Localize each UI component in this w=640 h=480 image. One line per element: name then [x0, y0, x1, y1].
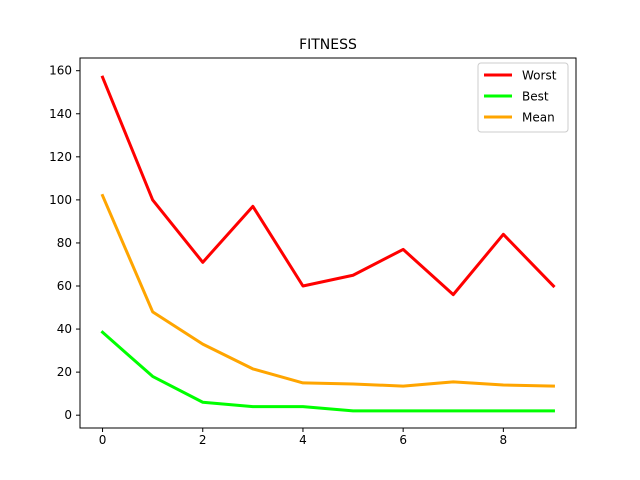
x-tick-label: 0 [99, 433, 107, 447]
series-line-worst [100, 75, 556, 297]
legend-label-best: Best [522, 90, 549, 104]
series-line-mean [100, 193, 555, 388]
legend-box [477, 62, 569, 133]
y-tick-label: 120 [49, 150, 72, 164]
y-tick-label: 80 [57, 236, 72, 250]
y-tick-label: 40 [57, 322, 72, 336]
y-axis-ticks: 0 20 40 60 80 100 120 140 160 [49, 64, 80, 422]
x-tick-label: 6 [399, 433, 407, 447]
y-tick-label: 100 [49, 193, 72, 207]
plot-area-frame [79, 57, 577, 429]
y-tick-label: 140 [49, 107, 72, 121]
x-tick-label: 2 [199, 433, 207, 447]
x-tick-label: 4 [299, 433, 307, 447]
x-axis-ticks: 0 2 4 6 8 [99, 428, 507, 447]
legend-label-mean: Mean [522, 111, 555, 125]
y-tick-label: 20 [57, 365, 72, 379]
y-tick-label: 160 [49, 64, 72, 78]
chart-title: FITNESS [299, 37, 357, 53]
series-line-best [100, 330, 555, 413]
legend: Worst Best Mean [477, 62, 569, 133]
y-tick-label: 60 [57, 279, 72, 293]
series-lines [100, 75, 556, 413]
y-tick-label: 0 [64, 408, 72, 422]
legend-label-worst: Worst [522, 69, 557, 83]
x-tick-label: 8 [500, 433, 508, 447]
